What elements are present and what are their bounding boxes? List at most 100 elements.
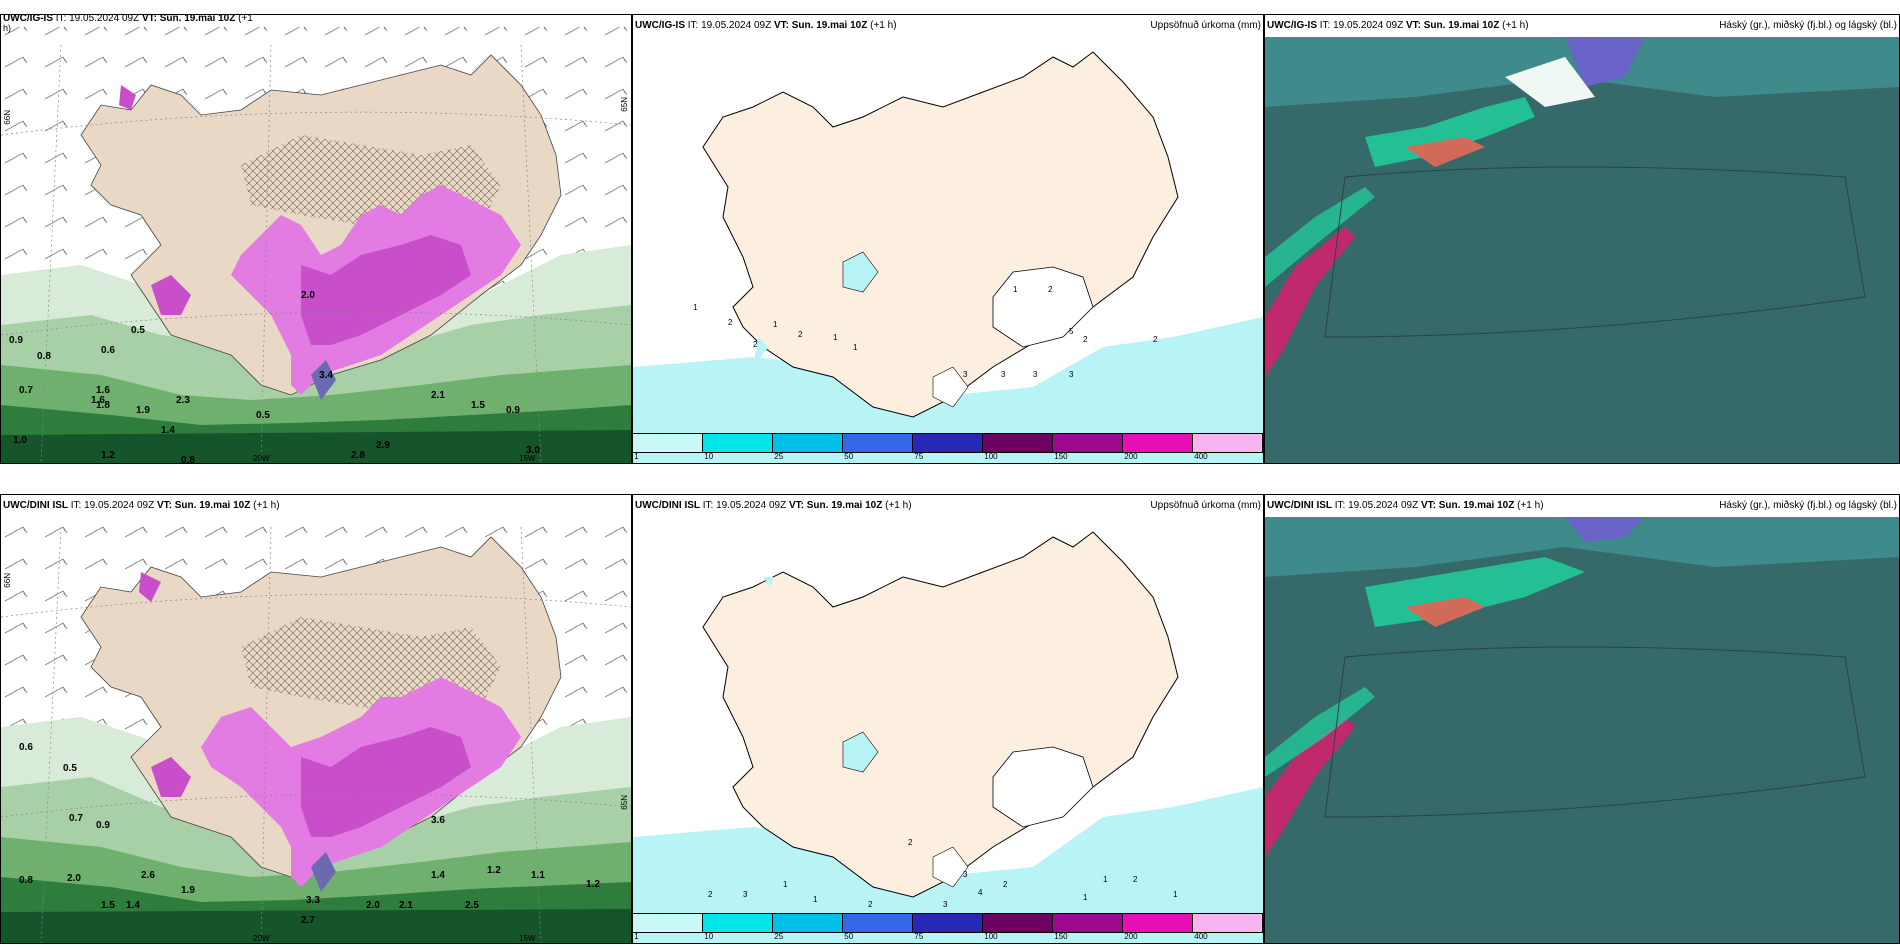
header-text: UWC/DINI ISL IT: 19.05.2024 09Z VT: Sun.… xyxy=(635,500,912,511)
value-label: 0.9 xyxy=(9,335,23,346)
panel-header: UWC/DINI ISL IT: 19.05.2024 09Z VT: Sun.… xyxy=(633,495,1263,517)
value-label: 1 xyxy=(833,333,838,342)
colorbar-swatch xyxy=(843,434,913,452)
colorbar-swatch xyxy=(1053,434,1123,452)
colorbar-tick-label: 400 xyxy=(1194,932,1208,941)
value-label: 1 xyxy=(853,343,858,352)
value-label: 1 xyxy=(783,880,788,889)
panel-header: UWC/DINI ISL IT: 19.05.2024 09Z VT: Sun.… xyxy=(1265,495,1899,517)
colorbar-tick-label: 10 xyxy=(704,932,714,941)
value-label: 1 xyxy=(693,303,698,312)
header-text: UWC/IG-IS IT: 19.05.2024 09Z VT: Sun. 19… xyxy=(635,20,897,31)
panel-header: UWC/IG-IS IT: 19.05.2024 09Z VT: Sun. 19… xyxy=(1,15,631,27)
value-label: 2.3 xyxy=(176,395,190,406)
panel-top-right-clouds: UWC/IG-IS IT: 19.05.2024 09Z VT: Sun. 19… xyxy=(1264,14,1900,464)
colorbar-swatch xyxy=(843,914,913,932)
map-area xyxy=(633,517,1263,943)
value-label: 2 xyxy=(708,890,713,899)
value-label: 1.6 xyxy=(91,395,105,406)
value-label: 3 xyxy=(1001,370,1006,379)
map-area xyxy=(633,37,1263,463)
colorbar-tick-label: 75 xyxy=(914,452,924,461)
value-label: 2 xyxy=(798,330,803,339)
value-label: 0.9 xyxy=(506,405,520,416)
colorbar-swatch xyxy=(983,434,1053,452)
value-label: 0.6 xyxy=(19,742,33,753)
value-label: 0.7 xyxy=(69,813,83,824)
value-label: 1 xyxy=(813,895,818,904)
map-area xyxy=(1,517,631,943)
value-label: 1 xyxy=(1173,890,1178,899)
value-label: 2.0 xyxy=(301,290,315,301)
value-label: 2 xyxy=(1003,880,1008,889)
colorbar: 1 10 25 50 75 100 150 200 400 xyxy=(633,433,1263,463)
colorbar-swatch xyxy=(913,914,983,932)
value-label: 2.5 xyxy=(465,900,479,911)
value-label: 2.0 xyxy=(366,900,380,911)
colorbar-tick-label: 50 xyxy=(844,452,854,461)
accum-value-labels: 2 3 1 1 2 3 4 1 1 2 2 3 2 1 xyxy=(633,495,1263,943)
value-label: 1.9 xyxy=(181,885,195,896)
value-label: 0.8 xyxy=(37,351,51,362)
value-label: 0.5 xyxy=(131,325,145,336)
colorbar-swatch xyxy=(983,914,1053,932)
colorbar-tick-label: 1 xyxy=(634,932,639,941)
value-label: 0.7 xyxy=(19,385,33,396)
value-label: 1.6 xyxy=(96,385,110,396)
panel-bottom-left-wind-precip: UWC/DINI ISL IT: 19.05.2024 09Z VT: Sun.… xyxy=(0,494,632,944)
colorbar-swatch xyxy=(633,434,703,452)
colorbar-tick-label: 25 xyxy=(774,452,784,461)
colorbar-swatches xyxy=(633,913,1263,933)
map-svg xyxy=(633,517,1263,943)
value-label: 2 xyxy=(1083,335,1088,344)
value-label: 0.5 xyxy=(63,763,77,774)
map-svg xyxy=(633,37,1263,463)
map-svg xyxy=(1265,37,1899,463)
colorbar-swatch xyxy=(773,914,843,932)
value-label: 1 xyxy=(1083,893,1088,902)
colorbar-swatch xyxy=(1053,914,1123,932)
value-label: 1.2 xyxy=(586,879,600,890)
value-label: 2 xyxy=(868,900,873,909)
header-text: UWC/DINI ISL IT: 19.05.2024 09Z VT: Sun.… xyxy=(3,500,280,511)
colorbar-swatch xyxy=(633,914,703,932)
value-label: 2.0 xyxy=(67,873,81,884)
lon-label-15w: 15W xyxy=(519,934,536,943)
colorbar-tick-label: 50 xyxy=(844,932,854,941)
value-label: 2.1 xyxy=(399,900,413,911)
colorbar-tick-label: 25 xyxy=(774,932,784,941)
value-label: 0.8 xyxy=(19,875,33,886)
panel-top-mid-accum-precip: UWC/IG-IS IT: 19.05.2024 09Z VT: Sun. 19… xyxy=(632,14,1264,464)
value-label: 1.2 xyxy=(101,450,115,461)
colorbar-ticks: 1 10 25 50 75 100 150 200 400 xyxy=(633,452,1263,463)
colorbar-tick-label: 1 xyxy=(634,452,639,461)
map-svg xyxy=(1265,517,1899,943)
colorbar-tick-label: 200 xyxy=(1124,452,1138,461)
header-text: UWC/IG-IS IT: 19.05.2024 09Z VT: Sun. 19… xyxy=(1267,20,1529,31)
precip-value-labels: 0.8 2.0 1.5 1.4 2.6 2.7 3.3 2.0 2.1 2.5 1.2 1.1 0.9 0… xyxy=(1,495,631,943)
value-label: 1 xyxy=(1013,285,1018,294)
colorbar-swatch xyxy=(1193,434,1263,452)
value-label: 2.8 xyxy=(351,450,365,461)
value-label: 1.9 xyxy=(136,405,150,416)
value-label: 3 xyxy=(943,900,948,909)
precip-value-labels: 1.0 0.9 0.7 0.8 0.5 1.6 1.8 1.9 2.3 1.4 1.2 3.0 2.8 2… xyxy=(1,15,631,463)
value-label: 2 xyxy=(1153,335,1158,344)
header-field: Háský (gr.), miðský (fj.bl.) og lágský (… xyxy=(1719,500,1897,511)
panel-header: UWC/IG-IS IT: 19.05.2024 09Z VT: Sun. 19… xyxy=(633,15,1263,37)
map-area xyxy=(1265,517,1899,943)
colorbar-tick-label: 200 xyxy=(1124,932,1138,941)
value-label: 3 xyxy=(1033,370,1038,379)
value-label: 2 xyxy=(1048,285,1053,294)
colorbar-swatch xyxy=(1123,434,1193,452)
map-area xyxy=(1,15,631,463)
value-label: 1.8 xyxy=(96,400,110,411)
value-label: 3 xyxy=(743,890,748,899)
value-label: 1 xyxy=(773,320,778,329)
value-label: 3.0 xyxy=(526,445,540,456)
lon-label-20w: 20W xyxy=(253,934,270,943)
value-label: 3.3 xyxy=(306,895,320,906)
lon-label-15w: 15W xyxy=(519,454,536,463)
header-text: UWC/DINI ISL IT: 19.05.2024 09Z VT: Sun.… xyxy=(1267,500,1544,511)
